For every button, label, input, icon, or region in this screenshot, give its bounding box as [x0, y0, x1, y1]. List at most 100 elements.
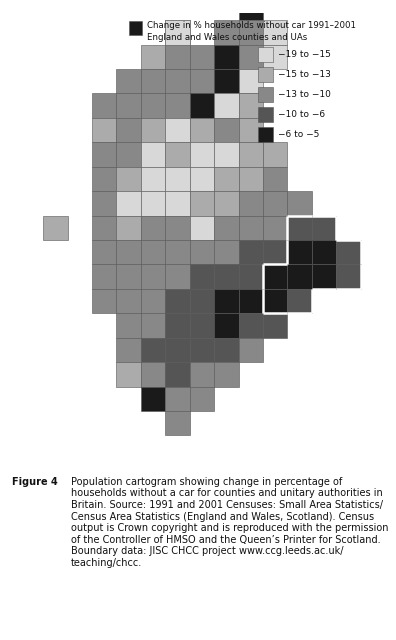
Bar	[165, 362, 190, 387]
Bar	[239, 93, 263, 118]
Bar	[214, 240, 239, 264]
Bar	[190, 338, 214, 362]
Bar	[116, 191, 141, 216]
Bar	[92, 166, 116, 191]
Bar	[239, 338, 263, 362]
Bar	[165, 20, 190, 45]
Bar	[190, 264, 214, 289]
Bar	[239, 289, 263, 314]
Bar	[116, 240, 141, 264]
Bar	[190, 93, 214, 118]
Bar	[239, 240, 263, 264]
Bar	[116, 118, 141, 142]
Bar	[214, 142, 239, 166]
Bar	[165, 240, 190, 264]
Bar	[239, 0, 263, 20]
Bar	[336, 240, 361, 264]
Bar	[165, 338, 190, 362]
Bar	[116, 362, 141, 387]
Bar	[141, 93, 165, 118]
Bar	[141, 338, 165, 362]
Bar	[141, 362, 165, 387]
Text: Figure 4: Figure 4	[12, 477, 58, 487]
Text: −6 to −5: −6 to −5	[278, 130, 319, 140]
Bar	[165, 216, 190, 240]
Bar	[141, 314, 165, 338]
Bar	[258, 47, 273, 62]
Bar	[312, 240, 336, 264]
Bar	[141, 240, 165, 264]
Bar	[190, 191, 214, 216]
Bar	[116, 142, 141, 166]
Bar	[116, 216, 141, 240]
Bar	[116, 69, 141, 93]
Bar	[116, 264, 141, 289]
Text: −19 to −15: −19 to −15	[278, 50, 331, 59]
Bar	[92, 264, 116, 289]
Bar	[239, 166, 263, 191]
Bar	[141, 387, 165, 411]
Bar	[116, 338, 141, 362]
Bar	[190, 142, 214, 166]
Bar	[116, 289, 141, 314]
Bar	[263, 314, 287, 338]
Bar	[287, 216, 312, 240]
Bar	[263, 240, 287, 264]
Bar	[165, 411, 190, 435]
Bar	[165, 314, 190, 338]
Bar	[116, 93, 141, 118]
Bar	[141, 289, 165, 314]
Text: −15 to −13: −15 to −13	[278, 70, 331, 79]
Bar	[141, 216, 165, 240]
Bar	[239, 20, 263, 45]
Bar	[239, 45, 263, 69]
Bar	[312, 264, 336, 289]
Bar	[165, 69, 190, 93]
Bar	[239, 118, 263, 142]
Bar	[239, 191, 263, 216]
Bar	[263, 264, 287, 289]
Bar	[116, 166, 141, 191]
Bar	[190, 45, 214, 69]
Bar	[263, 289, 287, 314]
Bar	[165, 142, 190, 166]
Bar	[165, 45, 190, 69]
Bar	[165, 191, 190, 216]
Bar	[239, 314, 263, 338]
Text: −10 to −6: −10 to −6	[278, 110, 325, 119]
Bar	[258, 107, 273, 122]
Bar	[239, 69, 263, 93]
Bar	[141, 142, 165, 166]
Bar	[43, 216, 68, 240]
Bar	[165, 93, 190, 118]
Bar	[92, 93, 116, 118]
Bar	[165, 289, 190, 314]
Bar	[258, 87, 273, 102]
Bar	[287, 240, 312, 264]
Bar	[214, 118, 239, 142]
Bar	[141, 118, 165, 142]
Bar	[190, 69, 214, 93]
Bar	[190, 166, 214, 191]
Bar	[239, 142, 263, 166]
Bar	[263, 216, 287, 240]
Bar	[141, 45, 165, 69]
Bar	[214, 264, 239, 289]
Bar	[258, 67, 273, 82]
Bar	[312, 216, 336, 240]
Bar	[92, 191, 116, 216]
Text: Change in % households without car 1991–2001
England and Wales counties and UAs: Change in % households without car 1991–…	[147, 21, 356, 42]
Bar	[214, 216, 239, 240]
Bar	[141, 191, 165, 216]
Bar	[141, 166, 165, 191]
Bar	[263, 166, 287, 191]
Bar	[92, 240, 116, 264]
Bar	[287, 289, 312, 314]
Text: Population cartogram showing change in percentage of households without a car fo: Population cartogram showing change in p…	[71, 477, 388, 568]
Bar	[141, 264, 165, 289]
Bar	[190, 216, 214, 240]
Bar	[92, 216, 116, 240]
Bar	[92, 142, 116, 166]
Text: −13 to −10: −13 to −10	[278, 90, 331, 99]
Bar	[214, 338, 239, 362]
